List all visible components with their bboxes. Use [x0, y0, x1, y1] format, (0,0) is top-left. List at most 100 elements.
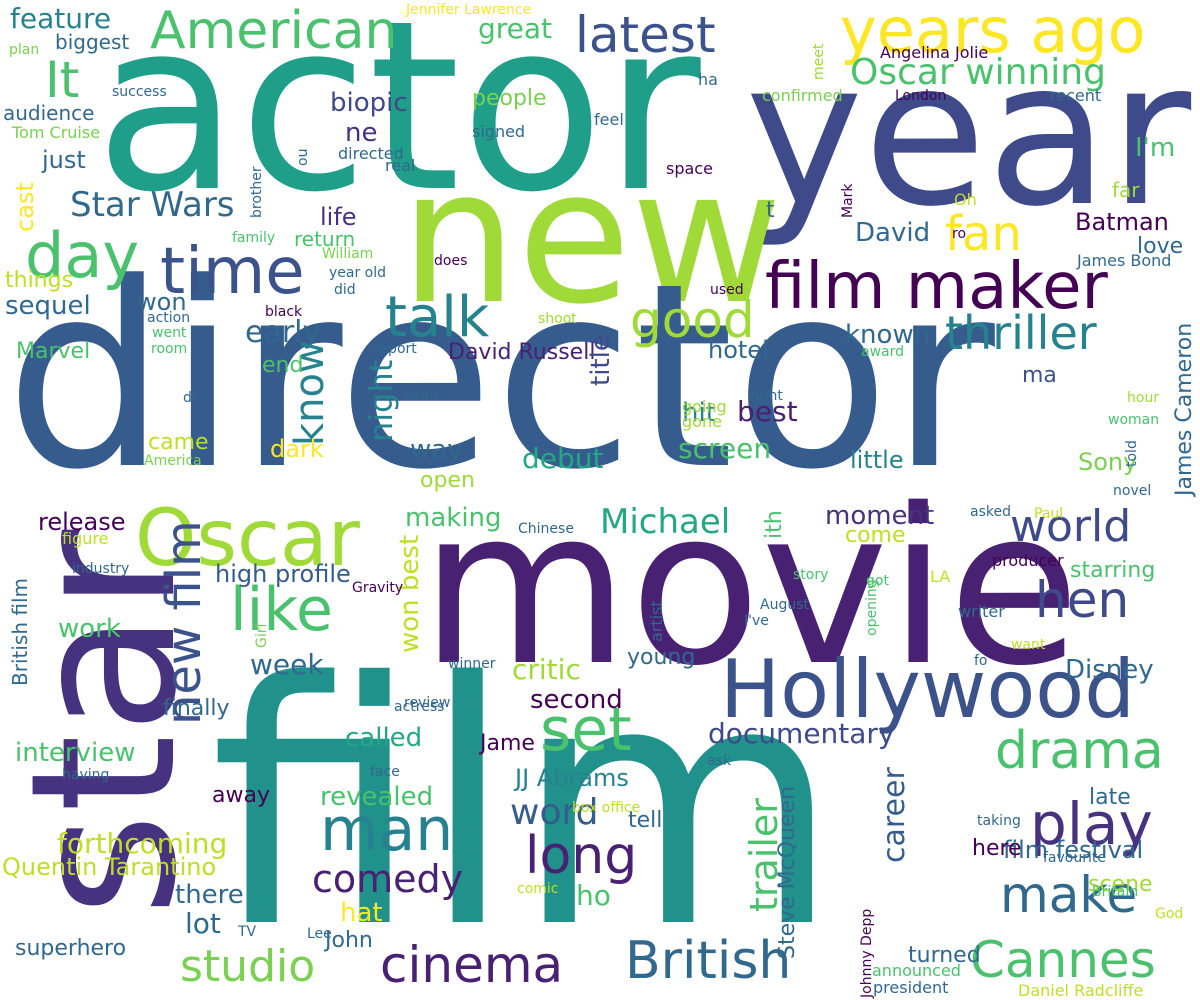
cloud-word: like: [230, 575, 333, 645]
cloud-word: great: [478, 12, 553, 45]
cloud-word: producer: [992, 551, 1064, 570]
cloud-word: little: [850, 446, 904, 474]
cloud-word: week: [250, 648, 324, 681]
cloud-word: David Russell: [448, 340, 596, 365]
cloud-word: finally: [163, 696, 230, 721]
cloud-word: audience: [3, 101, 95, 125]
cloud-word: hat: [340, 898, 383, 928]
cloud-word: God: [1155, 906, 1184, 922]
cloud-word: America: [144, 453, 202, 469]
cloud-word: dark: [270, 435, 324, 463]
cloud-word: thriller: [945, 306, 1097, 360]
cloud-word: black: [265, 304, 303, 320]
cloud-word: taking: [977, 813, 1021, 829]
cloud-word: told: [1124, 440, 1140, 467]
cloud-word: success: [112, 84, 167, 100]
cloud-word: British: [625, 931, 792, 991]
cloud-word: title: [586, 335, 616, 386]
cloud-word: directed: [338, 144, 404, 163]
cloud-word: make: [1000, 866, 1138, 924]
cloud-word: favourite: [1043, 850, 1106, 866]
cloud-word: year old: [329, 265, 387, 281]
cloud-word: JJ Abrams: [515, 764, 629, 792]
cloud-word: William: [322, 246, 374, 262]
cloud-word: feel: [594, 110, 624, 129]
cloud-word: comedy: [312, 857, 464, 901]
cloud-word: Disney: [1065, 655, 1154, 685]
cloud-word: lot: [185, 907, 221, 940]
cloud-word: Marvel: [16, 339, 91, 364]
cloud-word: just: [42, 146, 86, 174]
cloud-word: ro: [952, 226, 967, 242]
cloud-word: di: [183, 390, 196, 406]
cloud-word: play: [1030, 790, 1153, 858]
cloud-word: review: [404, 695, 451, 711]
cloud-word: set: [540, 695, 632, 765]
cloud-word: went: [152, 325, 187, 341]
cloud-word: ho: [576, 879, 611, 912]
cloud-word: high profile: [215, 560, 351, 588]
cloud-word: open: [420, 468, 475, 493]
cloud-word: Hollywood: [720, 643, 1135, 736]
cloud-word: scene: [1088, 872, 1153, 897]
cloud-word: revealed: [320, 782, 434, 812]
cloud-word: plan: [9, 42, 40, 58]
cloud-word: family: [232, 230, 276, 246]
cloud-word: world: [1010, 501, 1132, 552]
cloud-word: writer: [958, 602, 1005, 621]
cloud-word: documentary: [708, 717, 895, 750]
cloud-word: there: [175, 880, 244, 910]
cloud-word: ith: [762, 510, 787, 539]
cloud-word: ou: [295, 149, 311, 167]
cloud-word: brother: [249, 166, 265, 218]
cloud-word: James Bond: [1077, 251, 1172, 270]
cloud-word: life: [320, 203, 357, 231]
cloud-word: president: [873, 978, 949, 997]
cloud-word: British film: [8, 578, 32, 686]
cloud-word: man: [320, 795, 454, 865]
cloud-word: director: [5, 229, 995, 526]
cloud-word: long: [525, 826, 638, 886]
cloud-word: August: [760, 597, 809, 613]
cloud-word: American: [150, 1, 398, 61]
cloud-word: things: [5, 268, 74, 293]
cloud-word: fan: [945, 206, 1022, 262]
cloud-word: return: [294, 227, 356, 251]
cloud-word: biggest: [55, 30, 130, 54]
cloud-word: way: [410, 435, 463, 465]
cloud-word: real: [385, 156, 416, 175]
cloud-word: hen: [1035, 571, 1130, 629]
cloud-word: Britain: [1092, 884, 1139, 900]
cloud-word: here: [972, 836, 1022, 861]
cloud-word: end: [262, 353, 304, 378]
cloud-word: cinema: [380, 936, 564, 994]
cloud-word: recent: [1050, 86, 1102, 105]
cloud-word: Chinese: [518, 521, 574, 537]
cloud-word: ha: [698, 70, 718, 89]
cloud-word: industry: [72, 561, 130, 577]
cloud-word: Tom Cruise: [12, 123, 101, 142]
cloud-word: turned: [908, 943, 981, 968]
cloud-word: Lee: [307, 926, 332, 942]
cloud-word: Steve McQueen: [775, 786, 800, 960]
cloud-word: winner: [448, 656, 496, 672]
cloud-word: report: [374, 341, 417, 357]
cloud-word: good: [630, 291, 755, 349]
cloud-word: ma: [1022, 363, 1057, 388]
cloud-word: Angelina Jolie: [880, 43, 989, 62]
cloud-word: film: [210, 612, 841, 1000]
cloud-word: career: [877, 767, 912, 863]
cloud-word: love: [1137, 234, 1184, 259]
cloud-word: TV: [238, 924, 257, 940]
cloud-word: biopic: [330, 88, 408, 118]
cloud-word: release: [38, 508, 126, 536]
cloud-word: fo: [974, 653, 988, 669]
cloud-word: Jame: [480, 731, 535, 756]
cloud-word: feature: [10, 2, 112, 35]
cloud-word: hotel: [708, 336, 769, 364]
cloud-word: Michael: [600, 502, 731, 542]
cloud-word: new: [400, 129, 783, 345]
cloud-word: figure: [62, 529, 109, 548]
cloud-word: Johnny Depp: [859, 908, 875, 998]
